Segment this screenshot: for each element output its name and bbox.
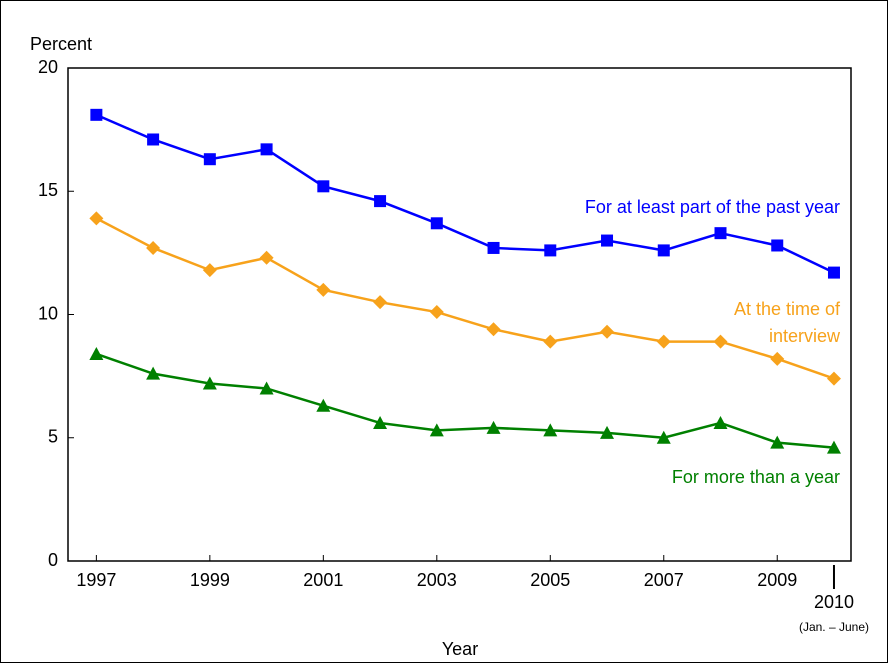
marker (259, 381, 274, 395)
marker (713, 415, 728, 429)
y-tick-label: 20 (38, 57, 58, 77)
series-label: For more than a year (671, 467, 840, 487)
series-label: At the time of interview (733, 299, 840, 346)
y-tick-label: 5 (48, 427, 58, 447)
marker (316, 398, 331, 412)
marker (317, 180, 330, 193)
marker (429, 305, 444, 320)
marker (89, 346, 104, 360)
marker (770, 435, 785, 449)
marker (656, 334, 671, 349)
marker (714, 227, 727, 240)
marker (713, 334, 728, 349)
series-line (95, 352, 835, 449)
x-tick-label: 2009 (757, 570, 797, 590)
marker (89, 211, 104, 226)
x-tick-label: 1997 (76, 570, 116, 590)
marker (429, 423, 444, 437)
marker (544, 244, 557, 257)
marker (826, 371, 841, 386)
marker (90, 108, 103, 121)
marker (373, 415, 388, 429)
marker (486, 420, 501, 434)
marker (146, 366, 161, 380)
marker (827, 266, 840, 279)
marker (203, 153, 216, 166)
x-note: (Jan. – June) (799, 620, 869, 634)
marker (657, 244, 670, 257)
x-axis-label: Year (442, 639, 478, 659)
marker (146, 240, 161, 255)
x-tick-label: 2003 (417, 570, 457, 590)
x-tick-label: 2005 (530, 570, 570, 590)
marker (147, 133, 160, 146)
y-tick-label: 15 (38, 180, 58, 200)
marker (202, 263, 217, 278)
marker (486, 322, 501, 337)
marker (600, 425, 615, 439)
series-label: For at least part of the past year (584, 197, 840, 217)
marker (656, 430, 671, 444)
marker (259, 250, 274, 265)
series-line (95, 113, 835, 274)
marker (770, 351, 785, 366)
marker (260, 143, 273, 156)
marker (374, 195, 387, 208)
series-line (95, 217, 835, 380)
x-tick-label: 2010 (814, 592, 854, 612)
marker (487, 241, 500, 254)
marker (202, 376, 217, 390)
marker (600, 324, 615, 339)
x-tick-label: 1999 (190, 570, 230, 590)
y-tick-label: 10 (38, 303, 58, 323)
x-tick-label: 2007 (644, 570, 684, 590)
y-tick-label: 0 (48, 550, 58, 570)
y-axis-label: Percent (30, 34, 92, 54)
marker (826, 440, 841, 454)
marker (771, 239, 784, 252)
x-tick-label: 2001 (303, 570, 343, 590)
marker (543, 423, 558, 437)
marker (601, 234, 614, 247)
marker (316, 282, 331, 297)
marker (430, 217, 443, 230)
marker (543, 334, 558, 349)
marker (373, 295, 388, 310)
